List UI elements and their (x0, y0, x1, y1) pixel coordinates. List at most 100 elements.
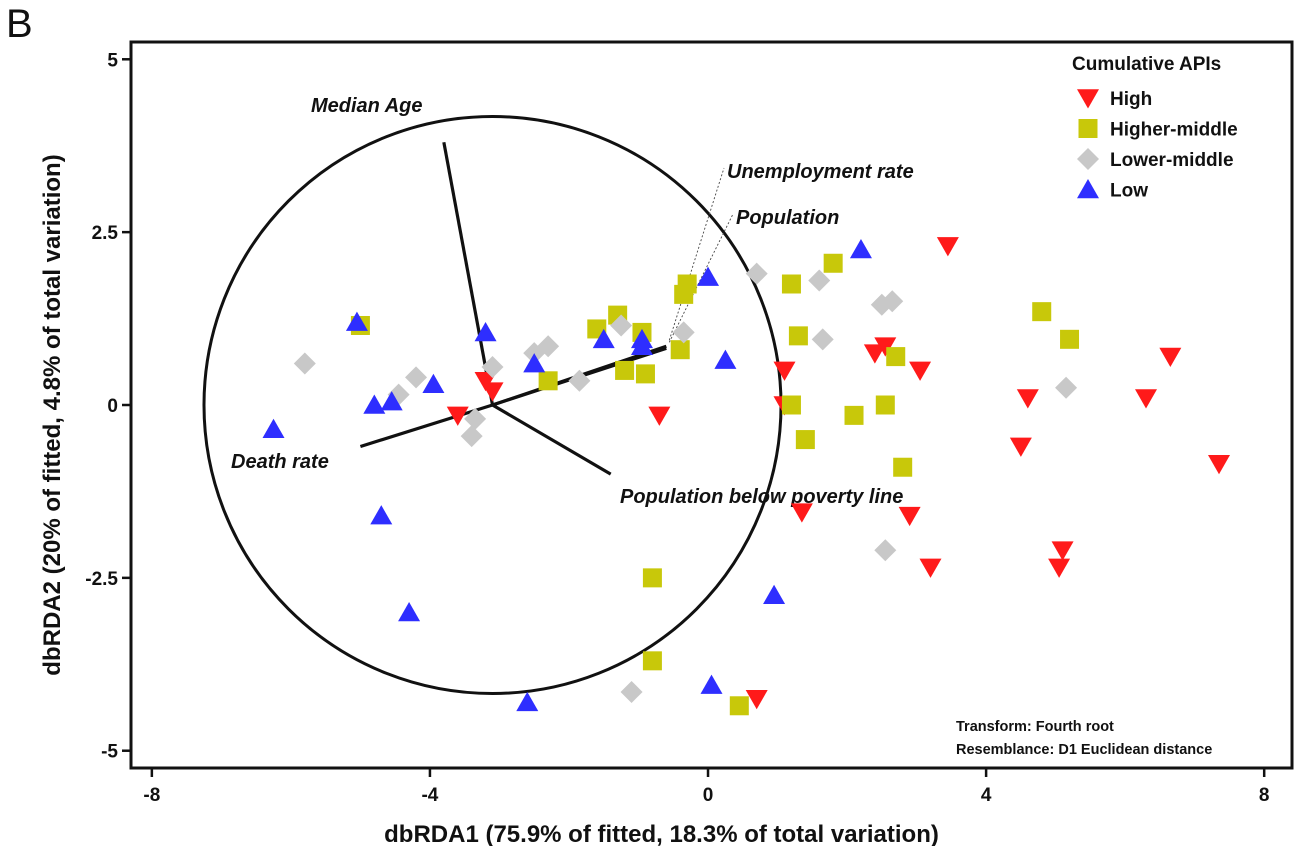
point-high (1135, 389, 1158, 409)
point-low (370, 505, 393, 525)
y-tick-label: 2.5 (92, 223, 119, 244)
point-lower-middle (808, 269, 831, 292)
point-higher-middle (875, 395, 895, 415)
legend-high-label: High (1110, 89, 1152, 110)
point-high (1051, 541, 1074, 561)
point-lower-middle (610, 314, 633, 337)
vector-label: Median Age (311, 95, 423, 117)
point-high (474, 372, 497, 392)
point-high (898, 506, 921, 527)
vector-label: Death rate (231, 451, 329, 473)
vector-label: Population (736, 207, 839, 229)
transform-note: Transform: Fourth root Resemblance: D1 Eu… (956, 719, 1212, 758)
point-higher-middle (642, 651, 662, 671)
point-high (1009, 437, 1032, 457)
point-higher-middle (781, 274, 801, 294)
point-lower-middle (672, 321, 695, 344)
y-tick-label: -5 (101, 742, 118, 763)
point-higher-middle (729, 696, 749, 716)
point-lower-middle (620, 680, 643, 703)
point-high (790, 503, 813, 523)
y-tick-label: 5 (107, 50, 118, 71)
y-axis-title: dbRDA2 (20% of fitted, 4.8% of total var… (39, 154, 66, 675)
point-lower-middle (481, 355, 504, 378)
point-lower-middle (405, 366, 428, 389)
point-low (262, 418, 285, 438)
legend-title: Cumulative APIs (1072, 54, 1221, 75)
vector-leader-line (668, 167, 725, 341)
legend-higher-middle-marker (1078, 119, 1098, 138)
note-line: Resemblance: D1 Euclidean distance (956, 742, 1212, 758)
legend-higher-middle-label: Higher-middle (1110, 120, 1238, 141)
point-low (380, 391, 403, 411)
point-high (909, 361, 932, 381)
point-lower-middle (537, 335, 560, 358)
point-higher-middle (795, 430, 815, 450)
x-tick-label: -8 (143, 785, 160, 806)
point-high (863, 344, 886, 364)
point-lower-middle (460, 425, 483, 448)
point-low (363, 394, 386, 414)
legend: Cumulative APIs High Higher-middle Lower-mi… (1072, 54, 1238, 202)
point-lower-middle (568, 369, 591, 392)
point-high (481, 382, 504, 402)
panel-label: B (6, 2, 33, 46)
vector-label: Unemployment rate (727, 161, 914, 183)
point-low (398, 601, 421, 622)
point-high (936, 237, 959, 257)
legend-low-label: Low (1110, 181, 1148, 202)
point-higher-middle (635, 364, 655, 384)
legend-low-marker (1077, 179, 1099, 199)
point-lower-middle (745, 262, 768, 285)
point-low (714, 349, 737, 369)
point-lower-middle (1055, 376, 1078, 399)
point-low (592, 328, 615, 349)
legend-lower-middle-marker (1077, 148, 1099, 170)
x-tick-label: 8 (1259, 785, 1270, 806)
point-lower-middle (464, 407, 487, 430)
point-high (1048, 558, 1071, 578)
vector-line (442, 141, 495, 406)
point-higher-middle (781, 395, 801, 415)
point-high (1159, 347, 1182, 368)
point-high (745, 690, 768, 710)
point-low (345, 311, 368, 331)
point-low (422, 373, 445, 394)
point-low (474, 321, 497, 342)
point-higher-middle (1060, 329, 1080, 349)
point-higher-middle (788, 326, 808, 346)
point-low (523, 353, 546, 373)
point-high (648, 406, 671, 426)
point-high (1208, 454, 1231, 475)
point-lower-middle (293, 352, 316, 375)
y-tick-label: 0 (107, 396, 118, 417)
point-high (446, 406, 469, 426)
vector-line (359, 403, 493, 449)
point-lower-middle (874, 539, 897, 562)
point-higher-middle (886, 347, 906, 367)
point-high (1016, 389, 1039, 409)
note-line: Transform: Fourth root (956, 719, 1114, 735)
point-higher-middle (642, 568, 662, 588)
point-higher-middle (823, 253, 843, 273)
vector-label: Population below poverty line (620, 486, 903, 508)
x-tick-label: 4 (981, 785, 992, 806)
x-axis-title: dbRDA1 (75.9% of fitted, 18.3% of total … (384, 821, 939, 846)
point-higher-middle (670, 340, 690, 360)
legend-lower-middle-label: Lower-middle (1110, 150, 1234, 171)
y-tick-label: -2.5 (85, 569, 118, 590)
point-higher-middle (844, 405, 864, 425)
point-low (630, 335, 653, 356)
vector-line (491, 403, 612, 476)
point-low (697, 266, 720, 286)
point-higher-middle (893, 457, 913, 477)
legend-high-marker (1077, 89, 1099, 109)
x-tick-label: 0 (703, 785, 714, 806)
point-low (849, 238, 872, 259)
point-high (919, 558, 942, 578)
point-lower-middle (811, 328, 834, 351)
point-higher-middle (1032, 302, 1052, 322)
axis-layer: -8 -4 0 4 8 5 2.5 0 -2.5 -5 dbRDA1 (75.9% of fitte… (39, 50, 1269, 846)
point-low (700, 674, 723, 694)
